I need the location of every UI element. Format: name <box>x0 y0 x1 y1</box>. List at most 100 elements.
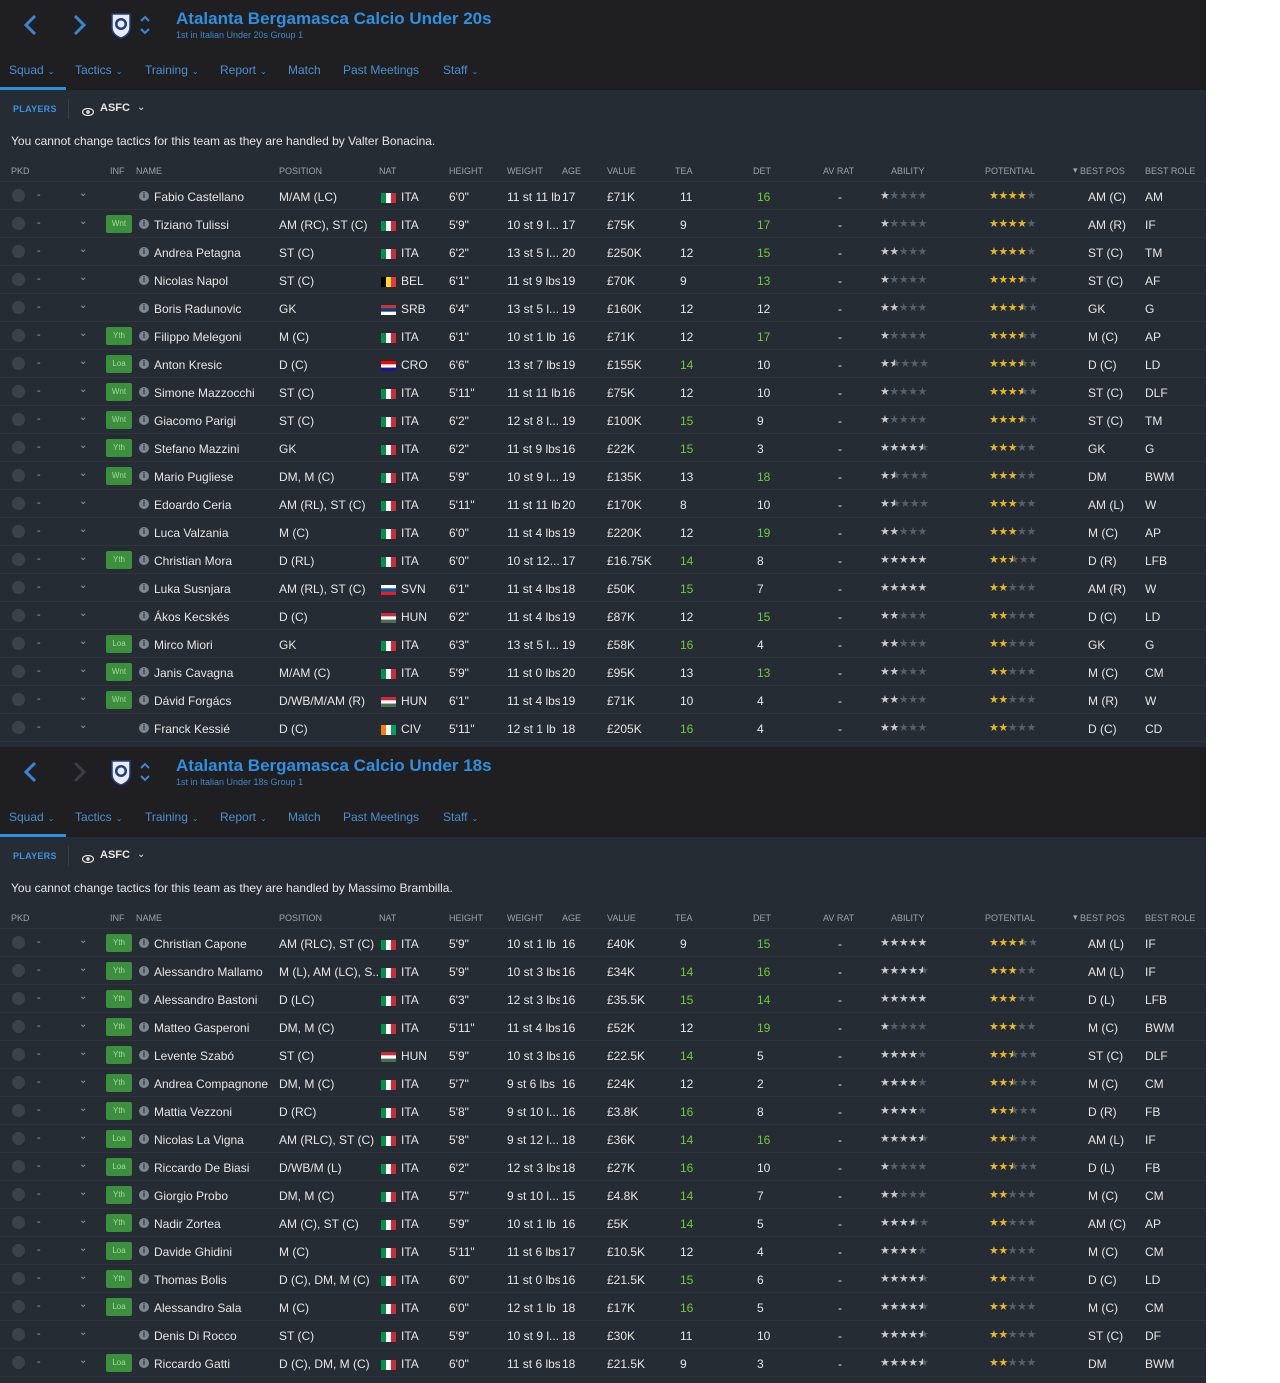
info-icon[interactable]: i <box>139 247 149 257</box>
info-icon[interactable]: i <box>139 1078 149 1088</box>
info-icon[interactable]: i <box>139 966 149 976</box>
chevron-down-icon[interactable]: ⌄ <box>79 188 88 199</box>
player-name[interactable]: Boris Radunovic <box>154 302 242 316</box>
chevron-down-icon[interactable]: ⌄ <box>79 328 88 339</box>
menu-item-squad[interactable]: Squad ⌄ <box>9 63 54 77</box>
table-row[interactable]: - ⌄ i Edoardo Ceria AM (RL), ST (C) ITA 5'11" 1… <box>0 490 1206 518</box>
menu-item-staff[interactable]: Staff ⌄ <box>443 810 478 824</box>
tab-players[interactable]: PLAYERS <box>13 104 57 114</box>
eye-icon[interactable] <box>81 852 95 864</box>
table-row[interactable]: - ⌄ Wnt i Giacomo Parigi ST (C) ITA 6'2" 12 st 8… <box>0 406 1206 434</box>
column-header-potential[interactable]: POTENTIAL <box>985 166 1036 176</box>
player-name[interactable]: Giorgio Probo <box>154 1189 229 1203</box>
table-row[interactable]: - ⌄ Loa i Anton Kresic D (C) CRO 6'6" 13 st 7 lb… <box>0 350 1206 378</box>
chevron-down-icon[interactable]: ⌄ <box>79 412 88 423</box>
player-name[interactable]: Anton Kresic <box>154 358 223 372</box>
chevron-down-icon[interactable]: ⌄ <box>79 692 88 703</box>
player-name[interactable]: Stefano Mazzini <box>154 442 240 456</box>
player-name[interactable]: Matteo Gasperoni <box>154 1021 250 1035</box>
chevron-down-icon[interactable]: ⌄ <box>79 1103 88 1114</box>
forward-arrow-icon[interactable] <box>64 10 94 40</box>
info-icon[interactable]: i <box>139 1162 149 1172</box>
info-icon[interactable]: i <box>139 695 149 705</box>
column-header-best-role[interactable]: BEST ROLE <box>1145 166 1196 176</box>
table-row[interactable]: - ⌄ i Luca Valzania M (C) ITA 6'0" 11 st 4 lbs 1… <box>0 518 1206 546</box>
player-name[interactable]: Tiziano Tulissi <box>154 218 229 232</box>
info-icon[interactable]: i <box>139 275 149 285</box>
column-header-position[interactable]: POSITION <box>279 913 323 923</box>
player-name[interactable]: Simone Mazzocchi <box>154 386 255 400</box>
chevron-down-icon[interactable]: ⌄ <box>79 440 88 451</box>
table-row[interactable]: - ⌄ Loa i Davide Ghidini M (C) ITA 5'11" 11 st 6… <box>0 1237 1206 1265</box>
table-row[interactable]: - ⌄ Yth i Nadir Zortea AM (C), ST (C) ITA 5'9" 1… <box>0 1209 1206 1237</box>
column-header-weight[interactable]: WEIGHT <box>507 913 543 923</box>
column-header-age[interactable]: AGE <box>562 166 582 176</box>
player-name[interactable]: Dávid Forgács <box>154 694 232 708</box>
pick-toggle[interactable] <box>12 1132 25 1145</box>
chevron-down-icon[interactable]: ⌄ <box>79 580 88 591</box>
player-name[interactable]: Fabio Castellano <box>154 190 245 204</box>
column-header-name[interactable]: NAME <box>136 166 163 176</box>
column-header-ability[interactable]: ABILITY <box>891 913 925 923</box>
table-row[interactable]: - ⌄ Yth i Giorgio Probo DM, M (C) ITA 5'7" 9 st … <box>0 1181 1206 1209</box>
info-icon[interactable]: i <box>139 723 149 733</box>
column-header-nat[interactable]: NAT <box>379 913 397 923</box>
info-icon[interactable]: i <box>139 1134 149 1144</box>
column-header-best-role[interactable]: BEST ROLE <box>1145 913 1196 923</box>
chevron-down-icon[interactable]: ⌄ <box>79 1355 88 1366</box>
menu-item-training[interactable]: Training ⌄ <box>145 63 199 77</box>
info-icon[interactable]: i <box>139 471 149 481</box>
table-row[interactable]: - ⌄ Yth i Alessandro Mallamo M (L), AM (LC), … <box>0 957 1206 985</box>
team-title[interactable]: Atalanta Bergamasca Calcio Under 20s <box>176 9 492 28</box>
info-icon[interactable]: i <box>139 303 149 313</box>
info-icon[interactable]: i <box>139 359 149 369</box>
column-header-height[interactable]: HEIGHT <box>449 166 484 176</box>
pick-toggle[interactable] <box>12 413 25 426</box>
table-row[interactable]: - ⌄ i Ákos Kecskés D (C) HUN 6'2" 11 st 4 lbs 19… <box>0 602 1206 630</box>
menu-item-tactics[interactable]: Tactics ⌄ <box>75 810 122 824</box>
table-row[interactable]: - ⌄ Yth i Christian Capone AM (RLC), ST (C) IT… <box>0 929 1206 957</box>
table-row[interactable]: - ⌄ i Luka Susnjara AM (RL), ST (C) SVN 6'1" 11… <box>0 574 1206 602</box>
chevron-down-icon[interactable]: ⌄ <box>79 991 88 1002</box>
player-name[interactable]: Filippo Melegoni <box>154 330 242 344</box>
player-name[interactable]: Nicolas Napol <box>154 274 229 288</box>
info-icon[interactable]: i <box>139 387 149 397</box>
info-icon[interactable]: i <box>139 583 149 593</box>
chevron-down-icon[interactable]: ⌄ <box>79 384 88 395</box>
pick-toggle[interactable] <box>12 1076 25 1089</box>
pick-toggle[interactable] <box>12 1048 25 1061</box>
info-icon[interactable]: i <box>139 331 149 341</box>
player-name[interactable]: Edoardo Ceria <box>154 498 232 512</box>
info-icon[interactable]: i <box>139 667 149 677</box>
chevron-down-icon[interactable]: ⌄ <box>79 1047 88 1058</box>
column-header-name[interactable]: NAME <box>136 913 163 923</box>
table-row[interactable]: - ⌄ i Boris Radunovic GK SRB 6'4" 13 st 5 l... 1… <box>0 294 1206 322</box>
chevron-down-icon[interactable]: ⌄ <box>79 1131 88 1142</box>
table-row[interactable]: - ⌄ Loa i Nicolas La Vigna AM (RLC), ST (C) IT… <box>0 1125 1206 1153</box>
player-name[interactable]: Andrea Compagnone <box>154 1077 269 1091</box>
chevron-down-icon[interactable]: ⌄ <box>79 1327 88 1338</box>
chevron-down-icon[interactable]: ⌄ <box>79 216 88 227</box>
table-row[interactable]: - ⌄ i Franck Kessié D (C) CIV 5'11" 12 st 1 lb 1… <box>0 714 1206 742</box>
info-icon[interactable]: i <box>139 1106 149 1116</box>
column-header-position[interactable]: POSITION <box>279 166 323 176</box>
info-icon[interactable]: i <box>139 191 149 201</box>
table-row[interactable]: - ⌄ Yth i Stefano Mazzini GK ITA 6'2" 11 st 9 lb… <box>0 434 1206 462</box>
pick-toggle[interactable] <box>12 637 25 650</box>
chevron-down-icon[interactable]: ⌄ <box>79 608 88 619</box>
column-header-nat[interactable]: NAT <box>379 166 397 176</box>
pick-toggle[interactable] <box>12 992 25 1005</box>
pick-toggle[interactable] <box>12 1356 25 1369</box>
view-selector[interactable]: ASFC <box>100 849 130 861</box>
player-name[interactable]: Denis Di Rocco <box>154 1329 237 1343</box>
info-icon[interactable]: i <box>139 938 149 948</box>
chevron-down-icon[interactable]: ⌄ <box>79 300 88 311</box>
info-icon[interactable]: i <box>139 639 149 649</box>
table-row[interactable]: - ⌄ Yth i Thomas Bolis D (C), DM, M (C) ITA 6'0… <box>0 1265 1206 1293</box>
pick-toggle[interactable] <box>12 936 25 949</box>
menu-item-report[interactable]: Report ⌄ <box>220 810 267 824</box>
column-header-best-pos[interactable]: BEST POS <box>1080 913 1125 923</box>
info-icon[interactable]: i <box>139 443 149 453</box>
pick-toggle[interactable] <box>12 1188 25 1201</box>
pick-toggle[interactable] <box>12 1300 25 1313</box>
